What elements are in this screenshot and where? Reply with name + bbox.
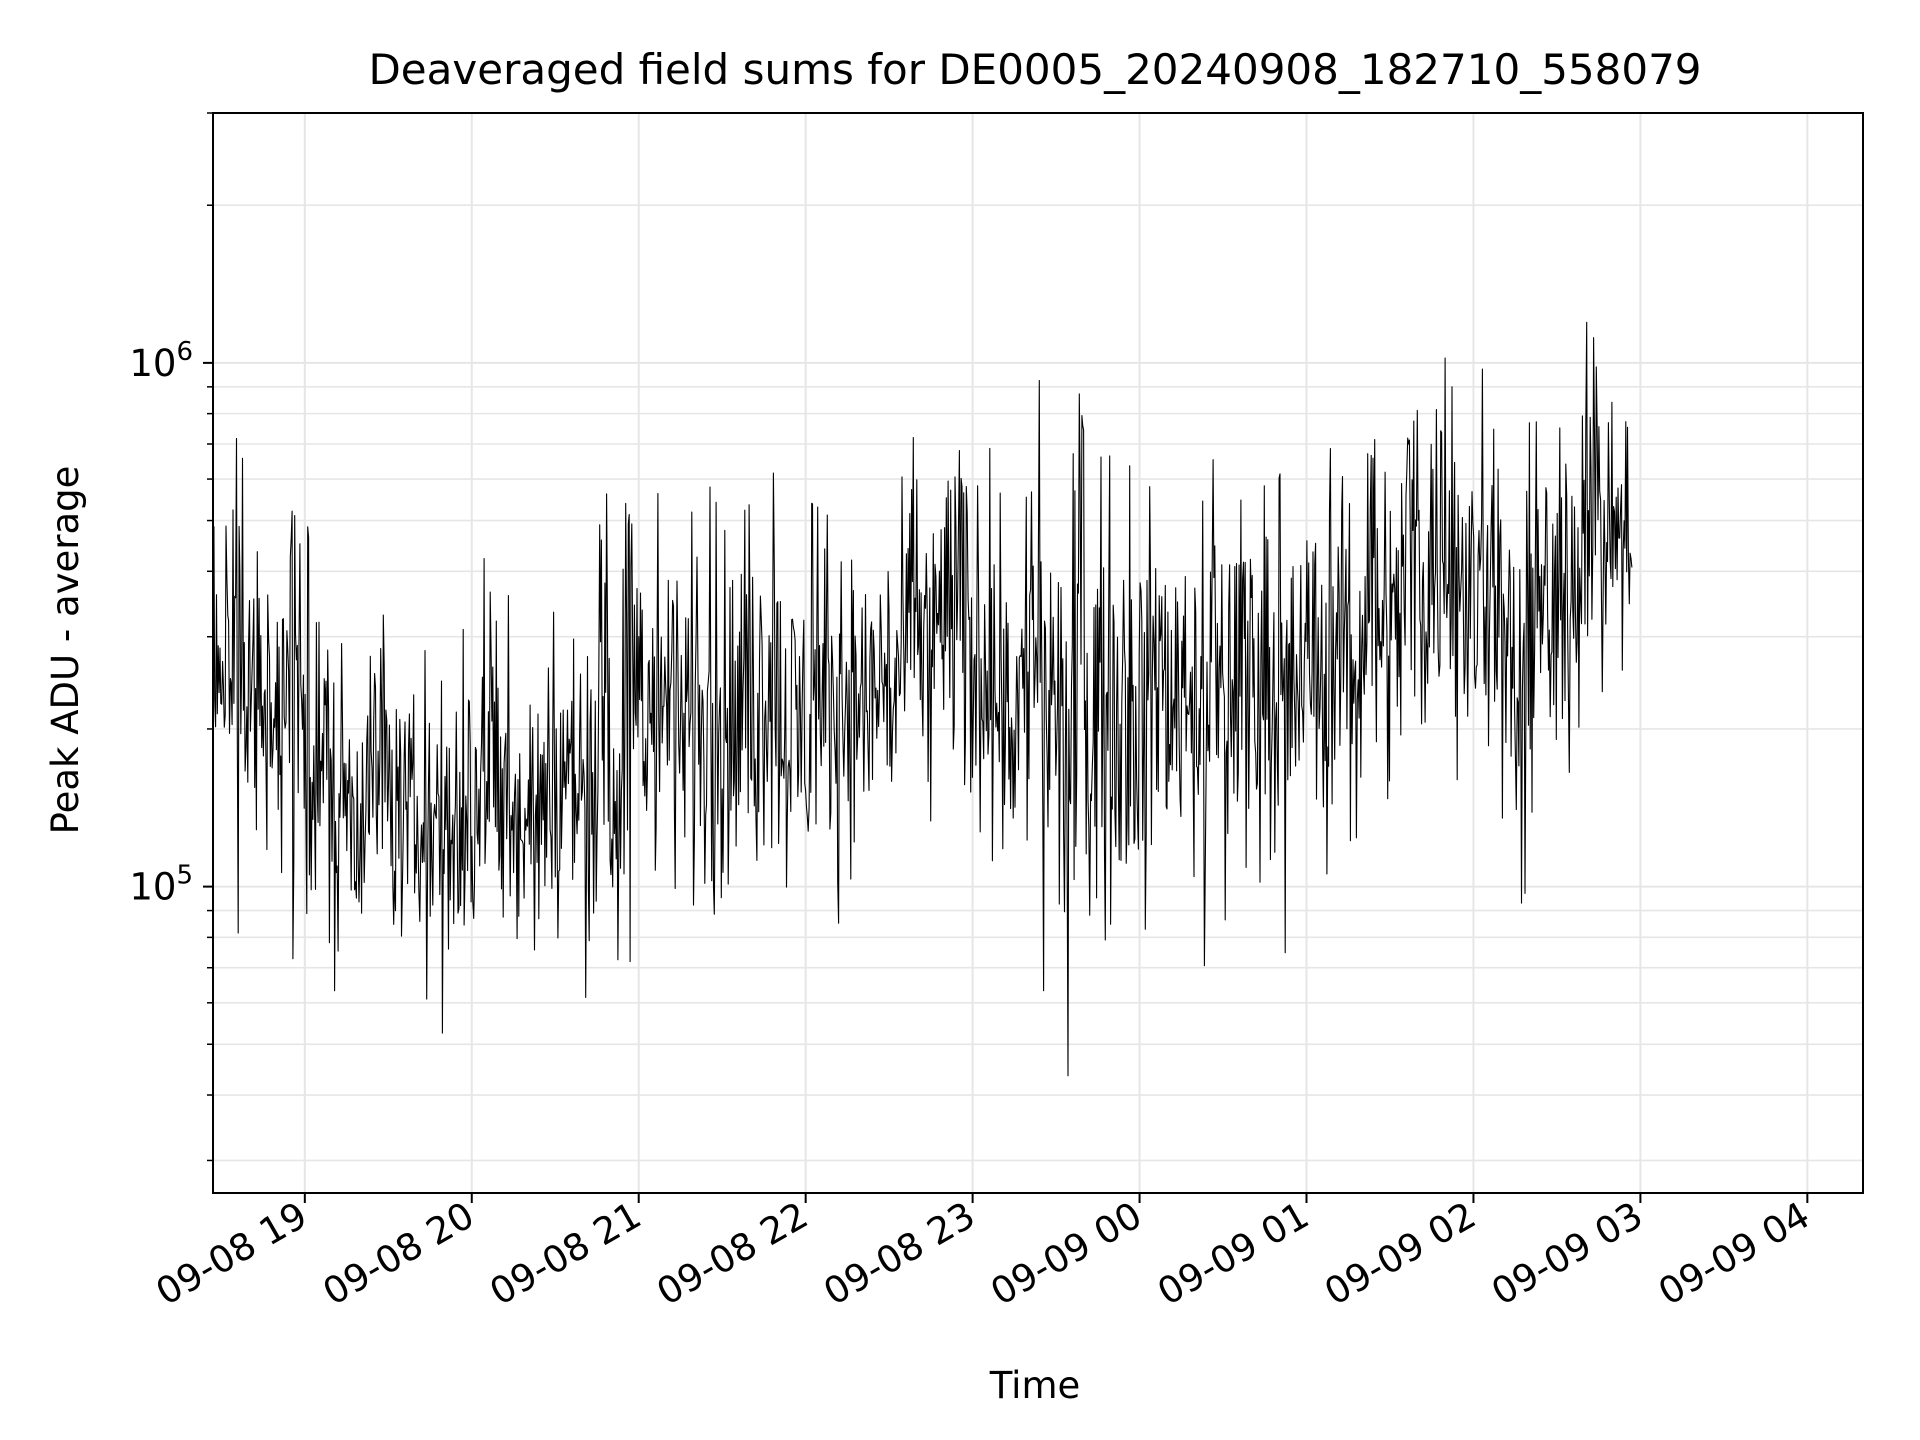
y-tick-label: 106 xyxy=(129,337,193,385)
plot-frame xyxy=(212,112,1864,1194)
y-tick-label: 105 xyxy=(129,861,193,909)
series-line xyxy=(212,321,1633,1077)
x-axis-label: Time xyxy=(989,1364,1081,1407)
y-axis-label: Peak ADU - average xyxy=(44,466,87,835)
chart-title: Deaveraged field sums for DE0005_2024090… xyxy=(368,45,1701,94)
series-layer xyxy=(212,321,1633,1077)
